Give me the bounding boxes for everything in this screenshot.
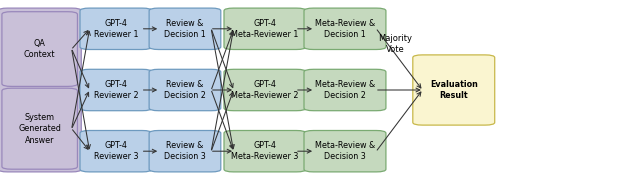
- Text: Meta-Review &
Decision 2: Meta-Review & Decision 2: [315, 80, 375, 100]
- FancyBboxPatch shape: [224, 8, 306, 50]
- Text: Review &
Decision 3: Review & Decision 3: [164, 141, 206, 161]
- FancyBboxPatch shape: [2, 12, 77, 86]
- FancyBboxPatch shape: [80, 130, 152, 172]
- FancyBboxPatch shape: [2, 88, 77, 169]
- FancyBboxPatch shape: [80, 69, 152, 111]
- Text: System
Generated
Answer: System Generated Answer: [19, 113, 61, 145]
- Text: Majority
Vote: Majority Vote: [378, 34, 413, 54]
- FancyBboxPatch shape: [304, 130, 386, 172]
- FancyBboxPatch shape: [413, 55, 495, 125]
- Text: QA
Context: QA Context: [24, 39, 56, 59]
- FancyBboxPatch shape: [304, 8, 386, 50]
- Text: GPT-4
Reviewer 2: GPT-4 Reviewer 2: [93, 80, 138, 100]
- Text: Meta-Review &
Decision 3: Meta-Review & Decision 3: [315, 141, 375, 161]
- Text: GPT-4
Meta-Reviewer 3: GPT-4 Meta-Reviewer 3: [231, 141, 299, 161]
- Text: Review &
Decision 2: Review & Decision 2: [164, 80, 206, 100]
- FancyBboxPatch shape: [149, 130, 221, 172]
- FancyBboxPatch shape: [149, 69, 221, 111]
- Text: Evaluation
Result: Evaluation Result: [430, 80, 477, 100]
- Text: Review &
Decision 1: Review & Decision 1: [164, 19, 206, 39]
- Text: GPT-4
Meta-Reviewer 1: GPT-4 Meta-Reviewer 1: [231, 19, 299, 39]
- FancyBboxPatch shape: [0, 8, 81, 172]
- FancyBboxPatch shape: [224, 130, 306, 172]
- FancyBboxPatch shape: [224, 69, 306, 111]
- Text: GPT-4
Reviewer 1: GPT-4 Reviewer 1: [93, 19, 138, 39]
- Text: Meta-Review &
Decision 1: Meta-Review & Decision 1: [315, 19, 375, 39]
- FancyBboxPatch shape: [149, 8, 221, 50]
- Text: GPT-4
Meta-Reviewer 2: GPT-4 Meta-Reviewer 2: [231, 80, 299, 100]
- Text: GPT-4
Reviewer 3: GPT-4 Reviewer 3: [93, 141, 138, 161]
- FancyBboxPatch shape: [80, 8, 152, 50]
- FancyBboxPatch shape: [304, 69, 386, 111]
